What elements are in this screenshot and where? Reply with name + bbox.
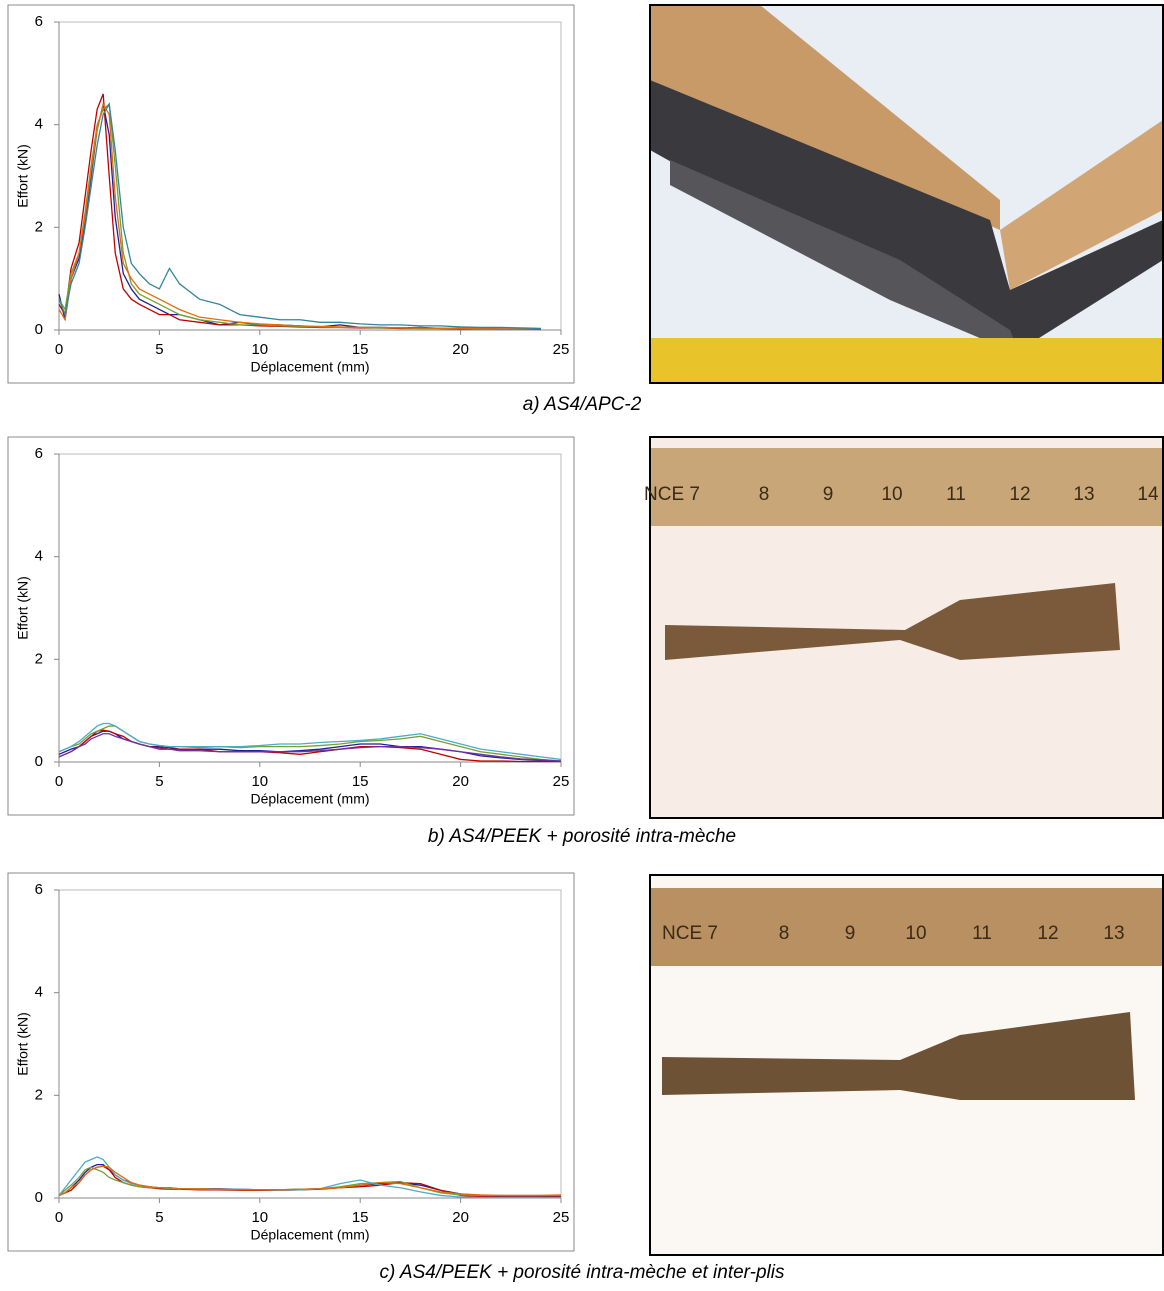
ruler-label: 13 xyxy=(1073,484,1094,505)
ruler-label: 12 xyxy=(1037,923,1058,944)
y-tick-label: 6 xyxy=(35,445,43,462)
x-tick-label: 0 xyxy=(55,773,63,790)
y-tick-label: 2 xyxy=(35,650,43,667)
x-tick-label: 5 xyxy=(155,1209,163,1226)
ruler-label: NCE 7 xyxy=(644,484,700,505)
y-axis-title: Effort (kN) xyxy=(15,576,31,640)
y-axis-title: Effort (kN) xyxy=(15,144,31,208)
x-axis-title: Déplacement (mm) xyxy=(250,1227,369,1243)
x-tick-label: 0 xyxy=(55,1209,63,1226)
x-tick-label: 25 xyxy=(553,773,570,790)
x-tick-label: 20 xyxy=(452,341,469,358)
ruler-label: 12 xyxy=(1009,484,1030,505)
data-line xyxy=(58,733,562,762)
y-tick-label: 0 xyxy=(35,1189,43,1206)
caption: a) AS4/APC-2 xyxy=(523,394,642,415)
x-axis-title: Déplacement (mm) xyxy=(250,359,369,375)
y-tick-label: 0 xyxy=(35,321,43,338)
y-tick-label: 4 xyxy=(35,116,43,133)
data-line xyxy=(58,102,541,330)
x-tick-label: 25 xyxy=(553,1209,570,1226)
data-line xyxy=(58,1165,562,1197)
x-tick-label: 10 xyxy=(251,773,268,790)
caption: b) AS4/PEEK + porosité intra-mèche xyxy=(428,826,736,847)
ruler-label: 14 xyxy=(1137,484,1159,505)
caption: c) AS4/PEEK + porosité intra-mèche et in… xyxy=(380,1262,785,1283)
x-tick-label: 10 xyxy=(251,341,268,358)
ruler-label: 13 xyxy=(1103,923,1124,944)
ruler-label: NCE 7 xyxy=(662,923,718,944)
ruler-label: 9 xyxy=(823,484,834,505)
ruler-label: 8 xyxy=(759,484,770,505)
chart-frame xyxy=(7,872,575,1252)
ruler-label: 10 xyxy=(881,484,902,505)
x-tick-label: 15 xyxy=(352,1209,369,1226)
x-tick-label: 20 xyxy=(452,1209,469,1226)
x-tick-label: 5 xyxy=(155,341,163,358)
x-tick-label: 15 xyxy=(352,773,369,790)
ruler-label: 9 xyxy=(845,923,856,944)
data-line xyxy=(58,102,541,330)
x-tick-label: 10 xyxy=(251,1209,268,1226)
y-tick-label: 4 xyxy=(35,548,43,565)
ruler-label: 8 xyxy=(779,923,790,944)
ruler-label: 11 xyxy=(946,484,966,505)
photo-c xyxy=(649,874,1164,1256)
ruler-label: 11 xyxy=(972,923,992,944)
photo-a xyxy=(649,4,1164,384)
y-tick-label: 6 xyxy=(35,881,43,898)
x-tick-label: 5 xyxy=(155,773,163,790)
y-tick-label: 6 xyxy=(35,13,43,30)
y-tick-label: 0 xyxy=(35,753,43,770)
x-tick-label: 15 xyxy=(352,341,369,358)
y-tick-label: 2 xyxy=(35,218,43,235)
x-axis-title: Déplacement (mm) xyxy=(250,791,369,807)
x-tick-label: 20 xyxy=(452,773,469,790)
photo-b xyxy=(649,436,1164,819)
y-tick-label: 2 xyxy=(35,1086,43,1103)
y-axis-title: Effort (kN) xyxy=(15,1012,31,1076)
data-line xyxy=(58,722,562,761)
y-tick-label: 4 xyxy=(35,984,43,1001)
ruler-label: 10 xyxy=(905,923,926,944)
chart-frame xyxy=(7,436,575,816)
x-tick-label: 25 xyxy=(553,341,570,358)
x-tick-label: 0 xyxy=(55,341,63,358)
